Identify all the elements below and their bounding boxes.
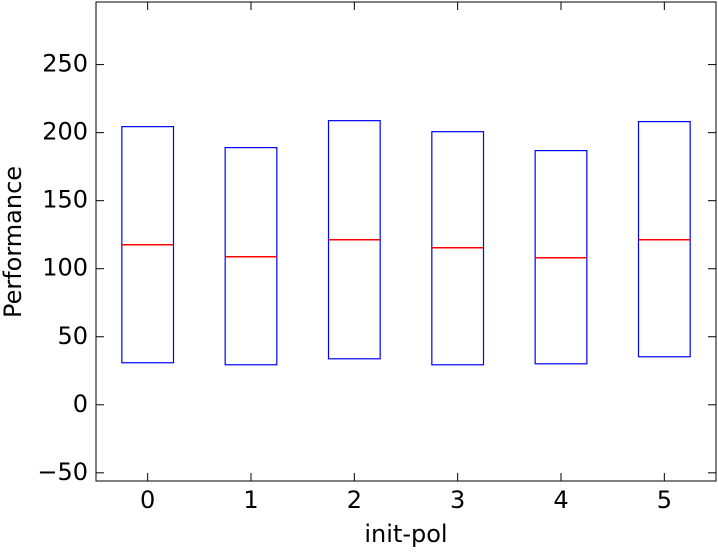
x-tick-label: 0 xyxy=(140,486,155,514)
y-tick-label: 0 xyxy=(73,390,88,418)
y-tick-label: 100 xyxy=(42,254,88,282)
y-tick-label: 50 xyxy=(57,322,88,350)
x-tick-label: 4 xyxy=(553,486,568,514)
x-tick-label: 3 xyxy=(450,486,465,514)
y-tick-label: 250 xyxy=(42,50,88,78)
x-axis-label: init-pol xyxy=(364,520,447,548)
plot-frame xyxy=(95,1,717,482)
x-tick-label: 5 xyxy=(657,486,672,514)
y-axis-label: Performance xyxy=(0,166,27,318)
y-tick-label: −50 xyxy=(37,458,88,486)
y-tick-label: 200 xyxy=(42,118,88,146)
x-tick-label: 2 xyxy=(347,486,362,514)
x-tick-label: 1 xyxy=(243,486,258,514)
y-tick-label: 150 xyxy=(42,186,88,214)
